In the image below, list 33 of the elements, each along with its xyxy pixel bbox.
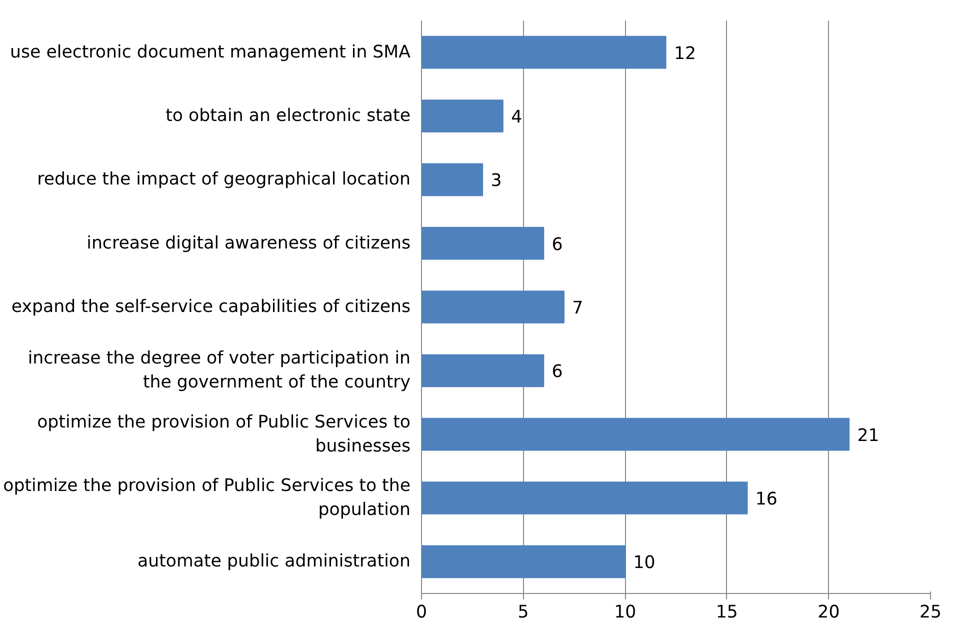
y-tick-label: expand the self-service capabilities of citizens — [11, 297, 411, 317]
bar — [422, 290, 565, 324]
bar — [422, 545, 626, 578]
data-label: 7 — [572, 298, 584, 318]
data-label: 4 — [511, 108, 522, 128]
x-tick-label: 0 — [416, 602, 428, 622]
data-label: 3 — [490, 171, 502, 192]
data-label: 10 — [633, 553, 656, 574]
bar — [422, 163, 484, 196]
data-label: 12 — [674, 44, 696, 64]
y-tick-label: reduce the impact of geographical location — [37, 170, 411, 190]
bar — [422, 36, 666, 69]
y-tick-label: optimize the provision of Public Services to the population — [3, 476, 411, 520]
bar — [422, 226, 544, 260]
y-tick-label: increase digital awareness of citizens — [86, 233, 411, 254]
bar — [422, 354, 544, 388]
y-tick-label: to obtain an electronic state — [166, 106, 411, 126]
bar — [422, 418, 850, 451]
y-tick-label: use electronic document management in SMA — [10, 42, 411, 62]
x-tick-label: 5 — [518, 602, 529, 622]
y-tick-label: optimize the provision of Public Services to businesses — [37, 412, 411, 456]
x-tick-label: 25 — [919, 602, 942, 622]
data-label: 6 — [552, 234, 563, 255]
data-label: 21 — [857, 426, 880, 446]
y-tick-label: increase the degree of voter participation in the government of the country — [28, 348, 411, 393]
x-tick-label: 20 — [818, 602, 840, 622]
x-tick-label: 15 — [716, 602, 738, 622]
x-tick-label: 10 — [614, 602, 636, 622]
bar — [422, 482, 748, 514]
y-tick-label: automate public administration — [138, 552, 411, 572]
data-label: 16 — [755, 490, 778, 510]
bar — [422, 100, 504, 132]
data-label: 6 — [552, 362, 563, 382]
